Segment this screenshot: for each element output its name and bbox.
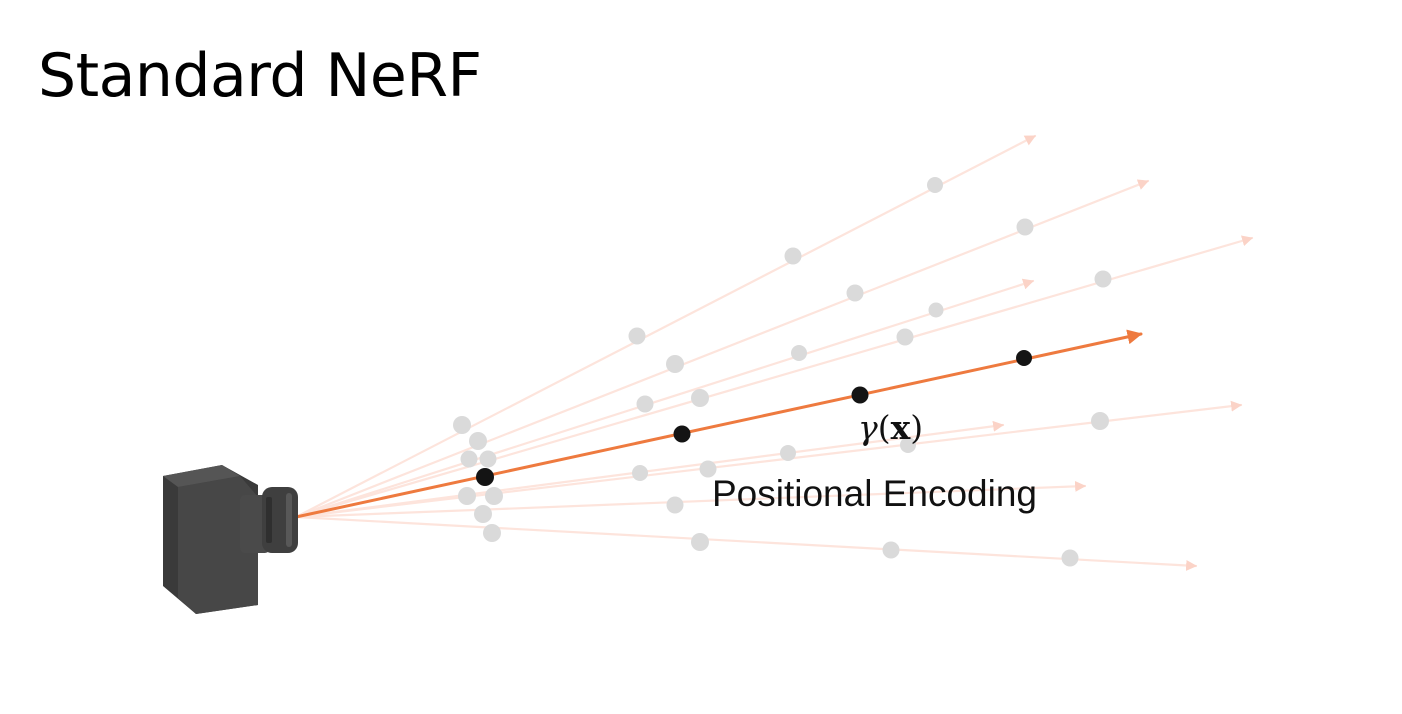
- faded-point: [628, 327, 646, 345]
- faded-point: [1094, 270, 1112, 288]
- positional-encoding-label: Positional Encoding: [712, 473, 1037, 514]
- faded-point: [691, 389, 709, 407]
- faded-ray: [294, 515, 1198, 571]
- page-title: Standard NeRF: [38, 41, 482, 111]
- faded-point: [632, 465, 648, 481]
- main-point: [476, 468, 494, 486]
- faded-ray: [294, 480, 1087, 519]
- faded-point: [453, 416, 471, 434]
- faded-point: [927, 177, 943, 193]
- faded-ray: [294, 400, 1243, 519]
- faded-ray: [294, 420, 1005, 519]
- faded-point: [636, 395, 654, 413]
- faded-point: [479, 450, 497, 468]
- faded-ray: [294, 278, 1035, 519]
- faded-point: [474, 505, 492, 523]
- x-symbol: x: [891, 408, 911, 447]
- camera-lens-highlight: [286, 493, 292, 547]
- faded-point: [900, 437, 916, 453]
- faded-point: [791, 345, 807, 361]
- faded-point: [460, 450, 478, 468]
- camera-body-front: [178, 476, 258, 614]
- faded-point: [485, 487, 503, 505]
- main-point: [851, 386, 869, 404]
- faded-point: [896, 328, 914, 346]
- faded-point: [691, 533, 709, 551]
- faded-point: [1016, 218, 1034, 236]
- faded-point: [666, 355, 684, 373]
- main-point: [673, 425, 691, 443]
- gamma-symbol: γ: [858, 408, 878, 447]
- faded-ray: [294, 179, 1150, 519]
- close-paren: ): [910, 408, 923, 447]
- open-paren: (: [878, 408, 891, 447]
- faded-ray: [294, 134, 1037, 519]
- faded-point: [928, 302, 944, 318]
- faded-point: [780, 445, 796, 461]
- faded-point: [483, 524, 501, 542]
- faded-point: [469, 432, 487, 450]
- faded-sample-points: [453, 177, 1112, 567]
- faded-point: [1061, 549, 1079, 567]
- faded-point: [1091, 412, 1109, 430]
- main-ray: [294, 329, 1143, 519]
- faded-point: [846, 284, 864, 302]
- camera-icon: [163, 465, 298, 614]
- faded-point: [458, 487, 476, 505]
- positional-encoding-symbol: γ(x): [858, 408, 923, 447]
- main-sample-points: [476, 350, 1032, 486]
- faded-ray: [294, 235, 1254, 519]
- faded-point: [666, 496, 684, 514]
- faded-point: [784, 247, 802, 265]
- faded-point: [699, 460, 717, 478]
- faded-point: [882, 541, 900, 559]
- camera-body-top: [163, 465, 240, 487]
- faded-rays: [294, 134, 1254, 571]
- camera-lens-ring: [266, 497, 272, 543]
- main-point: [1016, 350, 1032, 366]
